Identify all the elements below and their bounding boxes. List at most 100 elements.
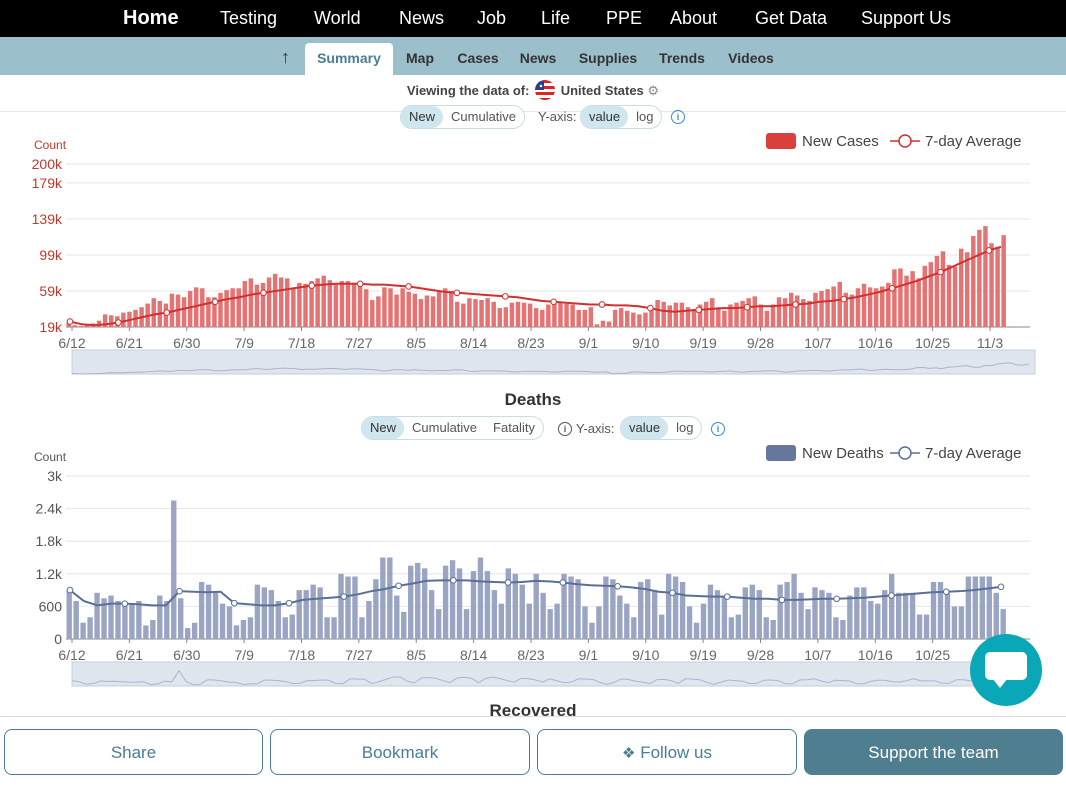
nav-about[interactable]: About [670,8,718,28]
bar [722,310,727,327]
bar [910,271,915,327]
bar [728,304,733,327]
x-tick-label: 8/5 [407,335,427,351]
chat-bubble-tail [992,678,1008,688]
zoom-slider-sparkline [71,362,1029,375]
bar [742,587,748,639]
nav-world[interactable]: World [314,8,361,28]
deaths-mode-fatality[interactable]: Fatality [493,420,535,435]
tab-trends[interactable]: Trends [659,50,705,66]
bar [813,292,818,327]
bar [467,298,472,327]
arrow-up-icon[interactable]: ↑ [281,47,290,67]
tab-videos[interactable]: Videos [728,50,774,66]
bar [707,584,714,639]
bar [540,309,545,327]
bar [665,573,672,639]
average-point [550,298,557,306]
us-flag-icon [535,80,556,100]
bar [716,307,721,327]
cases-mode-new[interactable]: New [401,106,444,128]
recovered-title: Recovered [489,701,577,720]
average-point [66,586,74,594]
bar [764,310,770,327]
bar [200,288,205,327]
gear-icon[interactable]: ⚙ [647,83,660,98]
nav-life[interactable]: Life [541,8,571,28]
bar [435,609,442,639]
share-button[interactable]: Share [4,729,263,775]
zoom-slider-sparkline [71,669,1028,686]
bar [421,568,428,639]
nav-support-us[interactable]: Support Us [861,8,952,28]
tab-cases[interactable]: Cases [457,50,499,66]
deaths-chart: Count 0 600 1.2k 1.8k 2.4k 3k 6/12 6/21 6/30 7/9 7/… [34,445,1036,687]
bar [735,614,742,639]
average-point [942,588,950,596]
bar [327,280,333,327]
nav-ppe[interactable]: PPE [606,8,643,28]
deaths-mode-new[interactable]: New [362,417,405,439]
bar [260,282,266,327]
bar [638,581,644,639]
deaths-scale-toggle: value log [620,416,703,440]
tab-summary[interactable]: Summary [305,43,393,75]
deaths-scale-log[interactable]: log [676,420,694,435]
nav-testing[interactable]: Testing [220,8,278,28]
average-point [115,319,122,326]
bar [406,291,411,327]
nav-get-data[interactable]: Get Data [755,8,828,28]
chat-button[interactable] [970,634,1042,706]
tab-supplies[interactable]: Supplies [578,50,638,66]
bookmark-button[interactable]: Bookmark [270,729,530,775]
deaths-mode-cumulative[interactable]: Cumulative [412,420,478,435]
bar [588,307,594,327]
bar [734,302,739,327]
country-name[interactable]: United States [560,83,644,98]
bar [986,576,992,639]
average-point [792,301,799,308]
bar [373,579,379,639]
legend-label-bars: New Cases [802,133,879,150]
nav-home[interactable]: Home [123,7,179,29]
bar [703,301,709,327]
fatality-info-icon[interactable]: i [558,422,572,436]
bar [825,289,830,327]
bar [388,288,393,327]
y-tick-label: 99k [39,247,63,263]
bar [902,592,909,639]
x-tick-label: 10/7 [804,647,831,663]
bar [603,576,609,639]
x-tick-label: 6/21 [116,335,143,351]
bar [547,609,553,639]
cases-mode-cumulative[interactable]: Cumulative [451,109,517,124]
cases-scale-log[interactable]: log [636,109,654,124]
bar [596,606,602,639]
nav-job[interactable]: Job [477,8,507,28]
bar [928,262,934,327]
twitter-icon: ❖ [622,745,636,762]
deaths-info-icon[interactable]: i [711,422,725,436]
tab-map[interactable]: Map [406,50,434,66]
bar [937,581,944,639]
bar [916,614,923,639]
bar [782,298,788,327]
bar [631,617,637,639]
cases-scale-value[interactable]: value [581,106,629,128]
bar [700,603,707,639]
follow-us-button[interactable]: ❖ Follow us [537,729,797,775]
support-team-button[interactable]: Support the team [804,729,1063,775]
deaths-scale-value[interactable]: value [621,417,669,439]
bar [108,595,114,639]
cases-info-icon[interactable]: i [671,110,685,124]
bar [746,298,751,327]
bar [101,598,107,639]
tab-news[interactable]: News [519,50,557,66]
bar [922,265,927,327]
bar [415,562,421,639]
nav-news[interactable]: News [399,8,445,28]
bar [600,320,606,327]
x-tick-label: 9/28 [747,335,774,351]
bar [236,288,241,327]
bar [519,584,525,639]
